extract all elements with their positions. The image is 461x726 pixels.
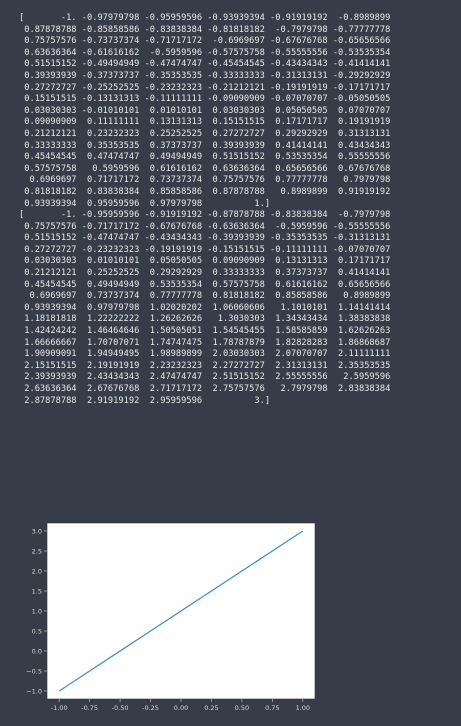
y-tick-label: 3.0 <box>32 527 42 535</box>
x-tick-label: 0.00 <box>174 704 188 712</box>
x-tick-label: 1.00 <box>296 704 310 712</box>
x-tick-label: -1.00 <box>51 704 68 712</box>
series-line <box>58 530 304 692</box>
y-tick-label: 2.5 <box>32 547 42 555</box>
x-tick-label: 0.25 <box>204 704 218 712</box>
line-chart: -1.00 -0.75 -0.50 -0.25 0.00 0.25 0.50 0.75 1.00… <box>26 522 316 712</box>
x-tick-label: -0.75 <box>81 704 98 712</box>
y-tick-label: −1.0 <box>26 687 42 695</box>
x-tick-label: -0.50 <box>112 704 129 712</box>
y-tick-label: 1.5 <box>32 587 42 595</box>
x-tick-label: 0.75 <box>265 704 279 712</box>
cell-output-text: [ -1. -0.97979798 -0.95959596 -0.9393939… <box>19 13 391 406</box>
y-tick-label: −0.5 <box>26 667 42 675</box>
x-axis-ticks: -1.00 -0.75 -0.50 -0.25 0.00 0.25 0.50 0.75 1.00 <box>51 699 310 712</box>
x-tick-label: 0.50 <box>235 704 249 712</box>
y-axis-ticks: −1.0 −0.5 0.0 0.5 1.0 1.5 2.0 2.5 3.0 <box>26 527 47 695</box>
x-tick-label: -0.25 <box>142 704 159 712</box>
y-tick-label: 0.5 <box>32 627 42 635</box>
y-tick-label: 2.0 <box>32 567 42 575</box>
y-tick-label: 0.0 <box>32 647 42 655</box>
y-tick-label: 1.0 <box>32 607 42 615</box>
